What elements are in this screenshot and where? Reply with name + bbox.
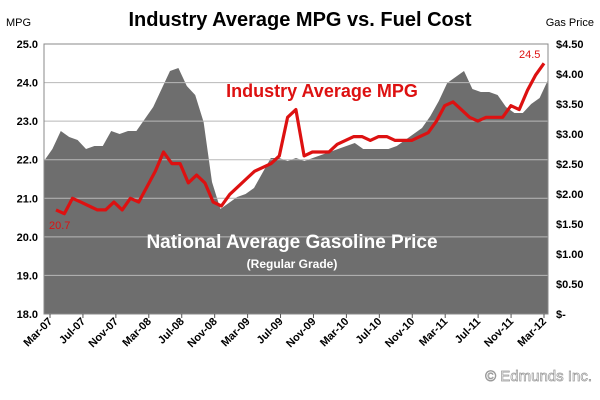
- x-tick-label: Nov-09: [284, 316, 318, 350]
- right-tick-label: $2.50: [556, 159, 584, 171]
- right-axis-title: Gas Price: [546, 17, 594, 29]
- right-tick-label: $1.00: [556, 249, 584, 261]
- x-tick-label: Jul-11: [453, 316, 484, 347]
- x-tick-label: Mar-11: [417, 316, 450, 349]
- x-tick-label: Nov-07: [87, 316, 121, 350]
- plot-area: 18.0 19.0 20.0 21.0 22.0 23.0 24.0 25.0 $- $0.50 $…: [17, 39, 584, 350]
- chart-title: Industry Average MPG vs. Fuel Cost: [128, 9, 471, 31]
- right-tick-label: $4.00: [556, 69, 584, 81]
- x-tick-label: Nov-08: [185, 316, 219, 350]
- right-tick-label: $3.00: [556, 129, 584, 141]
- plot-border: [43, 43, 549, 315]
- area-series-sublabel: (Regular Grade): [247, 257, 338, 271]
- x-tick-label: Mar-09: [219, 316, 253, 350]
- x-tick-label: Jul-09: [255, 316, 286, 347]
- right-tick-label: $2.00: [556, 189, 584, 201]
- x-tick-label: Jul-10: [353, 316, 384, 347]
- x-tick-label: Mar-12: [516, 316, 550, 350]
- left-tick-label: 25.0: [17, 39, 38, 51]
- mpg-end-label: 24.5: [519, 49, 540, 61]
- x-tick-label: Nov-11: [482, 316, 516, 350]
- left-tick-label: 22.0: [17, 155, 38, 167]
- mpg-start-label: 20.7: [49, 220, 70, 232]
- x-tick-label: Jul-08: [156, 316, 187, 347]
- x-tick-label: Jul-07: [57, 316, 88, 347]
- edmunds-watermark: © Edmunds Inc.: [485, 368, 592, 385]
- x-tick-label: Nov-10: [383, 316, 417, 350]
- line-series-label: Industry Average MPG: [226, 81, 418, 101]
- right-tick-label: $4.50: [556, 39, 584, 51]
- gas-price-area: [44, 68, 548, 314]
- area-series-label: National Average Gasoline Price: [146, 232, 437, 253]
- right-tick-label: $3.50: [556, 99, 584, 111]
- right-tick-label: $0.50: [556, 279, 584, 291]
- left-tick-label: 24.0: [17, 78, 38, 90]
- left-axis-title: MPG: [6, 17, 31, 29]
- left-tick-label: 23.0: [17, 116, 38, 128]
- right-tick-label: $-: [556, 309, 566, 321]
- left-tick-label: 18.0: [17, 309, 38, 321]
- mpg-line: [55, 62, 546, 216]
- left-tick-label: 21.0: [17, 193, 38, 205]
- x-tick-label: Mar-08: [120, 316, 154, 350]
- left-tick-label: 19.0: [17, 270, 38, 282]
- left-tick-label: 20.0: [17, 232, 38, 244]
- x-tick-label: Mar-10: [318, 316, 352, 350]
- right-tick-label: $1.50: [556, 219, 584, 231]
